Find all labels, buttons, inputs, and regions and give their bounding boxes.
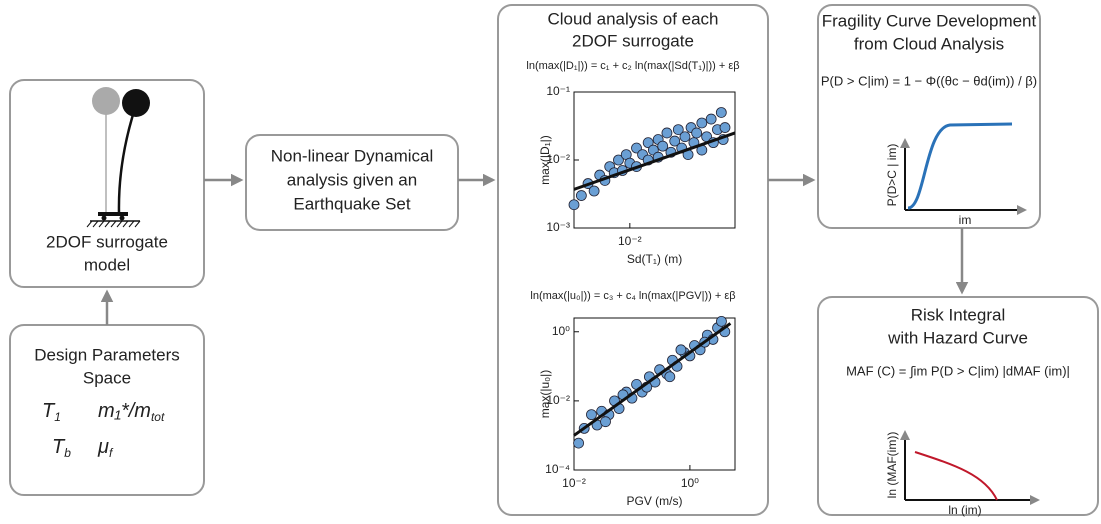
cloud-title: Cloud analysis of each (547, 9, 718, 28)
plot-equation: ln(max(|D₁|)) = c₁ + c₂ ln(max(|Sd(T₁)|)… (526, 60, 739, 72)
y-tick-label: 10⁰ (552, 324, 570, 338)
data-point (691, 127, 703, 139)
data-point (600, 416, 611, 428)
data-point (588, 185, 600, 197)
parameter: μf (97, 436, 114, 460)
fragility-sketch (900, 122, 1027, 215)
data-point (679, 131, 691, 143)
parameter: Tb (52, 436, 71, 460)
data-point (613, 154, 624, 166)
analysis-box (245, 134, 459, 231)
fragility-x-label: im (959, 213, 972, 227)
fragility-box (817, 4, 1041, 229)
x-tick-label: 10⁰ (681, 476, 699, 490)
parameter-subscript: b (64, 446, 71, 460)
parameter: T1 (42, 400, 61, 424)
risk-title: Risk Integral (911, 305, 1005, 324)
parameter-symbol: T (42, 400, 56, 422)
fit-line (573, 322, 732, 437)
data-point (716, 315, 727, 327)
data-point (672, 124, 684, 135)
data-point (642, 137, 654, 149)
parameter-symbol: μ (97, 436, 109, 458)
data-point (661, 127, 673, 139)
data-point (675, 344, 687, 356)
y-tick-label: 10⁻¹ (546, 84, 570, 98)
parameter-subscript: f (109, 446, 114, 460)
fragility-title: Fragility Curve Development (822, 11, 1037, 30)
y-tick-label: 10⁻³ (546, 220, 570, 234)
data-point (705, 113, 717, 125)
design-label: Design Parameters (34, 345, 180, 364)
y-axis-label: max(|D₁|) (538, 135, 552, 185)
x-axis-label: PGV (m/s) (627, 494, 683, 508)
risk-y-label: ln (MAF(im)) (885, 432, 899, 499)
fit-line (573, 131, 736, 191)
y-tick-label: 10⁻² (546, 152, 570, 166)
fragility-y-label: P(D>C | im) (885, 144, 899, 207)
design-label: Space (83, 368, 131, 387)
plot-frame (573, 317, 736, 471)
pendulum-icon (86, 87, 150, 228)
risk-box (817, 296, 1099, 516)
model-label: model (84, 255, 130, 274)
parameter-symbol: m₁*/m (98, 400, 151, 422)
risk-equation: MAF (C) = ∫im P(D > C|im) |dMAF (im)| (846, 363, 1070, 378)
data-point (573, 437, 584, 449)
parameter-symbol: T (52, 436, 66, 458)
model-label: 2DOF surrogate (46, 232, 168, 251)
data-point (696, 117, 708, 129)
data-point (715, 107, 727, 118)
y-axis-label: max(|u₀|) (538, 370, 552, 419)
data-point (586, 409, 597, 421)
plot-equation: ln(max(|u₀|)) = c₃ + c₄ ln(max(|PGV|)) +… (530, 290, 735, 302)
parameter-subscript: 1 (54, 410, 61, 424)
data-point (568, 199, 580, 211)
y-tick-label: 10⁻⁴ (545, 462, 570, 476)
cloud-title: 2DOF surrogate (572, 31, 694, 50)
parameter-subscript: tot (151, 410, 165, 424)
x-tick-label: 10⁻² (618, 234, 642, 248)
data-point (669, 135, 681, 147)
data-point (575, 190, 587, 201)
hazard-sketch (900, 430, 1040, 505)
model-box (9, 79, 205, 288)
analysis-label: Earthquake Set (293, 194, 410, 213)
risk-title: with Hazard Curve (887, 328, 1028, 347)
fragility-equation: P(D > C|im) = 1 − Φ((θc − θd(im)) / β) (821, 73, 1037, 88)
data-point (631, 142, 642, 154)
parameter: m₁*/mtot (98, 400, 165, 424)
x-tick-label: 10⁻² (562, 476, 586, 490)
analysis-label: analysis given an (287, 170, 417, 189)
fragility-title: from Cloud Analysis (854, 34, 1004, 53)
y-tick-label: 10⁻² (546, 393, 570, 407)
analysis-label: Non-linear Dynamical (271, 146, 434, 165)
scatter-plots: ln(max(|D₁|)) = c₁ + c₂ ln(max(|Sd(T₁)|)… (526, 60, 739, 508)
data-point (657, 140, 669, 152)
data-point (719, 122, 731, 133)
data-point (664, 371, 676, 383)
x-axis-label: Sd(T₁) (m) (627, 252, 682, 266)
risk-x-label: ln (im) (948, 503, 981, 517)
